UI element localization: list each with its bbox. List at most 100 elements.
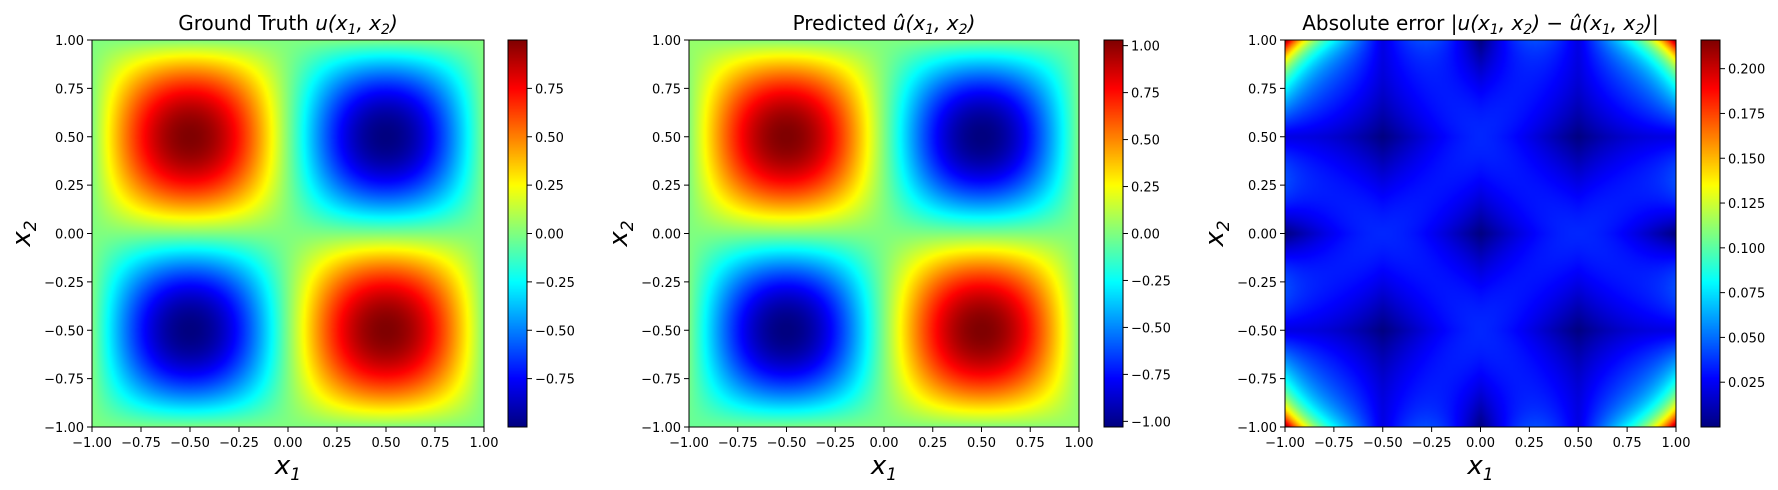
title-part: Absolute error bbox=[1302, 11, 1451, 35]
title-part: )| bbox=[1642, 11, 1659, 35]
x-tick-label: −0.75 bbox=[718, 436, 758, 451]
title-part: (x bbox=[1470, 11, 1490, 35]
colorbar-tick-label: 0.75 bbox=[535, 82, 564, 97]
heatmap-panel-3: Absolute error |u(x1, x2) − û(x1, x2)|−1… bbox=[1200, 11, 1765, 485]
x-axis-label: x1 bbox=[274, 451, 301, 485]
y-tick-label: 0.75 bbox=[55, 82, 84, 97]
colorbar-tick-label: 0.175 bbox=[1728, 107, 1765, 122]
y-tick-label: −0.50 bbox=[1237, 324, 1277, 339]
y-tick-label: 0.50 bbox=[1248, 131, 1277, 146]
colorbar-tick-label: 0.50 bbox=[1131, 134, 1160, 149]
y-tick-label: −0.75 bbox=[1237, 373, 1277, 388]
y-tick-label: 0.00 bbox=[1248, 228, 1277, 243]
y-tick-label: −1.00 bbox=[1237, 421, 1277, 436]
colorbar-tick-label: 0.100 bbox=[1728, 242, 1765, 257]
colorbar-tick-label: 0.025 bbox=[1728, 376, 1765, 391]
y-tick-label: 1.00 bbox=[1248, 34, 1277, 49]
x-tick-label: −1.00 bbox=[669, 436, 709, 451]
colorbar-tick-label: 0.75 bbox=[1131, 87, 1160, 102]
colorbar-tick-label: 0.50 bbox=[535, 131, 564, 146]
x-tick-label: −0.75 bbox=[121, 436, 161, 451]
y-tick-label: 0.25 bbox=[55, 179, 84, 194]
y-tick-label: −0.50 bbox=[44, 324, 84, 339]
title-part: , x bbox=[356, 11, 381, 35]
colorbar-tick-label: 0.200 bbox=[1728, 63, 1765, 78]
y-tick-label: 0.25 bbox=[652, 179, 681, 194]
x-tick-label: 0.25 bbox=[323, 436, 352, 451]
colorbar-tick-label: −0.75 bbox=[535, 373, 575, 388]
y-tick-label: 0.25 bbox=[1248, 179, 1277, 194]
title-part: (x bbox=[906, 11, 926, 35]
title-part: Ground Truth bbox=[178, 11, 315, 35]
y-tick-label: 0.50 bbox=[55, 131, 84, 146]
title-part: 1 bbox=[1490, 22, 1499, 38]
title-part: 1 bbox=[348, 22, 357, 38]
y-tick-label: −0.25 bbox=[641, 276, 681, 291]
title-part: 2 bbox=[1635, 22, 1644, 38]
y-tick-label: 0.00 bbox=[55, 228, 84, 243]
panel-title: Predicted û(x1, x2) bbox=[793, 11, 976, 38]
title-part: 2 bbox=[1523, 22, 1532, 38]
x-tick-label: −0.25 bbox=[815, 436, 855, 451]
y-tick-label: 1.00 bbox=[652, 34, 681, 49]
title-part: ) bbox=[966, 11, 976, 35]
colorbar-frame bbox=[1700, 39, 1721, 428]
colorbar-tick-label: −0.50 bbox=[535, 324, 575, 339]
colorbar-tick-label: −0.25 bbox=[1131, 274, 1171, 289]
x-tick-label: −0.25 bbox=[219, 436, 259, 451]
x-tick-label: 0.25 bbox=[918, 436, 947, 451]
colorbar bbox=[508, 40, 527, 427]
x-tick-label: 0.75 bbox=[1613, 436, 1642, 451]
colorbar bbox=[1104, 40, 1123, 427]
title-part: ) − û(x bbox=[1530, 11, 1602, 35]
x-tick-label: 0.50 bbox=[967, 436, 996, 451]
colorbar-tick-label: 1.00 bbox=[1131, 40, 1160, 55]
colorbar-tick-label: −0.75 bbox=[1131, 368, 1171, 383]
title-part: , x bbox=[1611, 11, 1636, 35]
y-tick-label: 0.00 bbox=[652, 228, 681, 243]
y-tick-label: −0.25 bbox=[1237, 276, 1277, 291]
y-tick-label: 1.00 bbox=[55, 34, 84, 49]
colorbar-tick-label: 0.25 bbox=[1131, 181, 1160, 196]
x-axis-label: x1 bbox=[1466, 451, 1493, 485]
title-part: û bbox=[893, 11, 906, 35]
colorbar bbox=[1701, 40, 1720, 427]
y-axis-label: x2 bbox=[7, 220, 41, 247]
y-tick-label: −0.50 bbox=[641, 324, 681, 339]
x-tick-label: 1.00 bbox=[1065, 436, 1094, 451]
y-tick-label: −1.00 bbox=[44, 421, 84, 436]
y-tick-label: −1.00 bbox=[641, 421, 681, 436]
x-tick-label: −0.75 bbox=[1314, 436, 1354, 451]
panel-title: Absolute error |u(x1, x2) − û(x1, x2)| bbox=[1302, 11, 1659, 38]
title-part: u bbox=[315, 11, 328, 35]
x-tick-label: −0.25 bbox=[1412, 436, 1452, 451]
colorbar-tick-label: 0.125 bbox=[1728, 197, 1765, 212]
colorbar-tick-label: 0.075 bbox=[1728, 287, 1765, 302]
colorbar-tick-label: 0.150 bbox=[1728, 152, 1765, 167]
x-tick-label: 0.25 bbox=[1515, 436, 1544, 451]
title-part: , x bbox=[934, 11, 959, 35]
x-tick-label: 0.75 bbox=[421, 436, 450, 451]
x-tick-label: 1.00 bbox=[470, 436, 499, 451]
x-tick-label: −0.50 bbox=[1363, 436, 1403, 451]
x-tick-label: 0.50 bbox=[1564, 436, 1593, 451]
x-tick-label: −1.00 bbox=[1265, 436, 1305, 451]
title-part: |u bbox=[1451, 11, 1470, 35]
x-tick-label: −0.50 bbox=[170, 436, 210, 451]
title-part: (x bbox=[328, 11, 348, 35]
x-tick-label: −0.50 bbox=[767, 436, 807, 451]
colorbar-tick-label: 0.050 bbox=[1728, 331, 1765, 346]
colorbar-tick-label: −0.50 bbox=[1131, 321, 1171, 336]
x-tick-label: 0.00 bbox=[870, 436, 899, 451]
title-part: , x bbox=[1499, 11, 1524, 35]
x-tick-label: −1.00 bbox=[72, 436, 112, 451]
heatmap-panel-2: Predicted û(x1, x2) −1.00 −0.75 −0.50 −0.25 0… bbox=[604, 11, 1171, 485]
x-tick-label: 1.00 bbox=[1662, 436, 1691, 451]
x-tick-label: 0.00 bbox=[274, 436, 303, 451]
colorbar-tick-label: 0.25 bbox=[535, 179, 564, 194]
x-tick-label: 0.75 bbox=[1016, 436, 1045, 451]
title-part: 1 bbox=[925, 22, 934, 38]
title-part: 1 bbox=[1602, 22, 1611, 38]
colorbar-tick-label: −0.25 bbox=[535, 276, 575, 291]
